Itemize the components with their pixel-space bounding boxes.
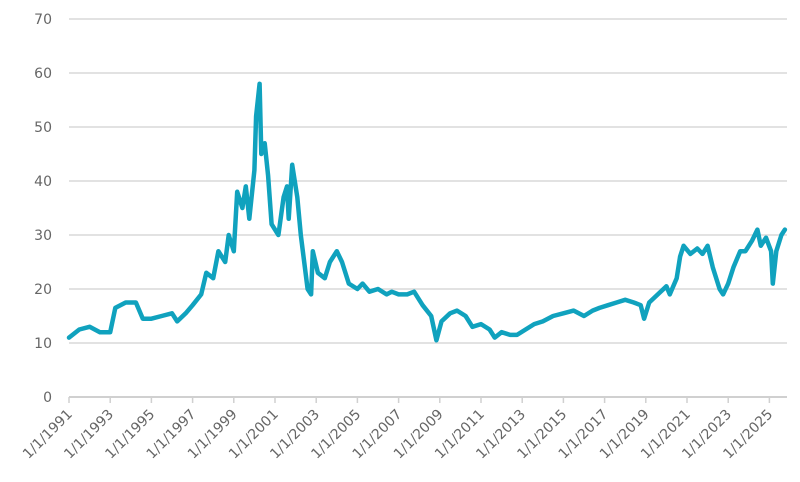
- y-tick-label: 30: [34, 228, 52, 244]
- series-group: [66, 81, 788, 343]
- y-axis-labels: 0 10 20 30 40 50 60 70: [34, 12, 52, 406]
- gridlines: [69, 18, 787, 398]
- series-line: [66, 81, 788, 343]
- y-tick-label: 20: [34, 282, 52, 298]
- y-tick-label: 0: [43, 390, 52, 406]
- x-axis: 1/1/19911/1/19931/1/19951/1/19971/1/1999…: [20, 397, 776, 462]
- y-tick-label: 60: [34, 66, 52, 82]
- y-tick-label: 70: [34, 12, 52, 28]
- y-tick-label: 40: [34, 174, 52, 190]
- y-tick-label: 10: [34, 336, 52, 352]
- y-tick-label: 50: [34, 120, 52, 136]
